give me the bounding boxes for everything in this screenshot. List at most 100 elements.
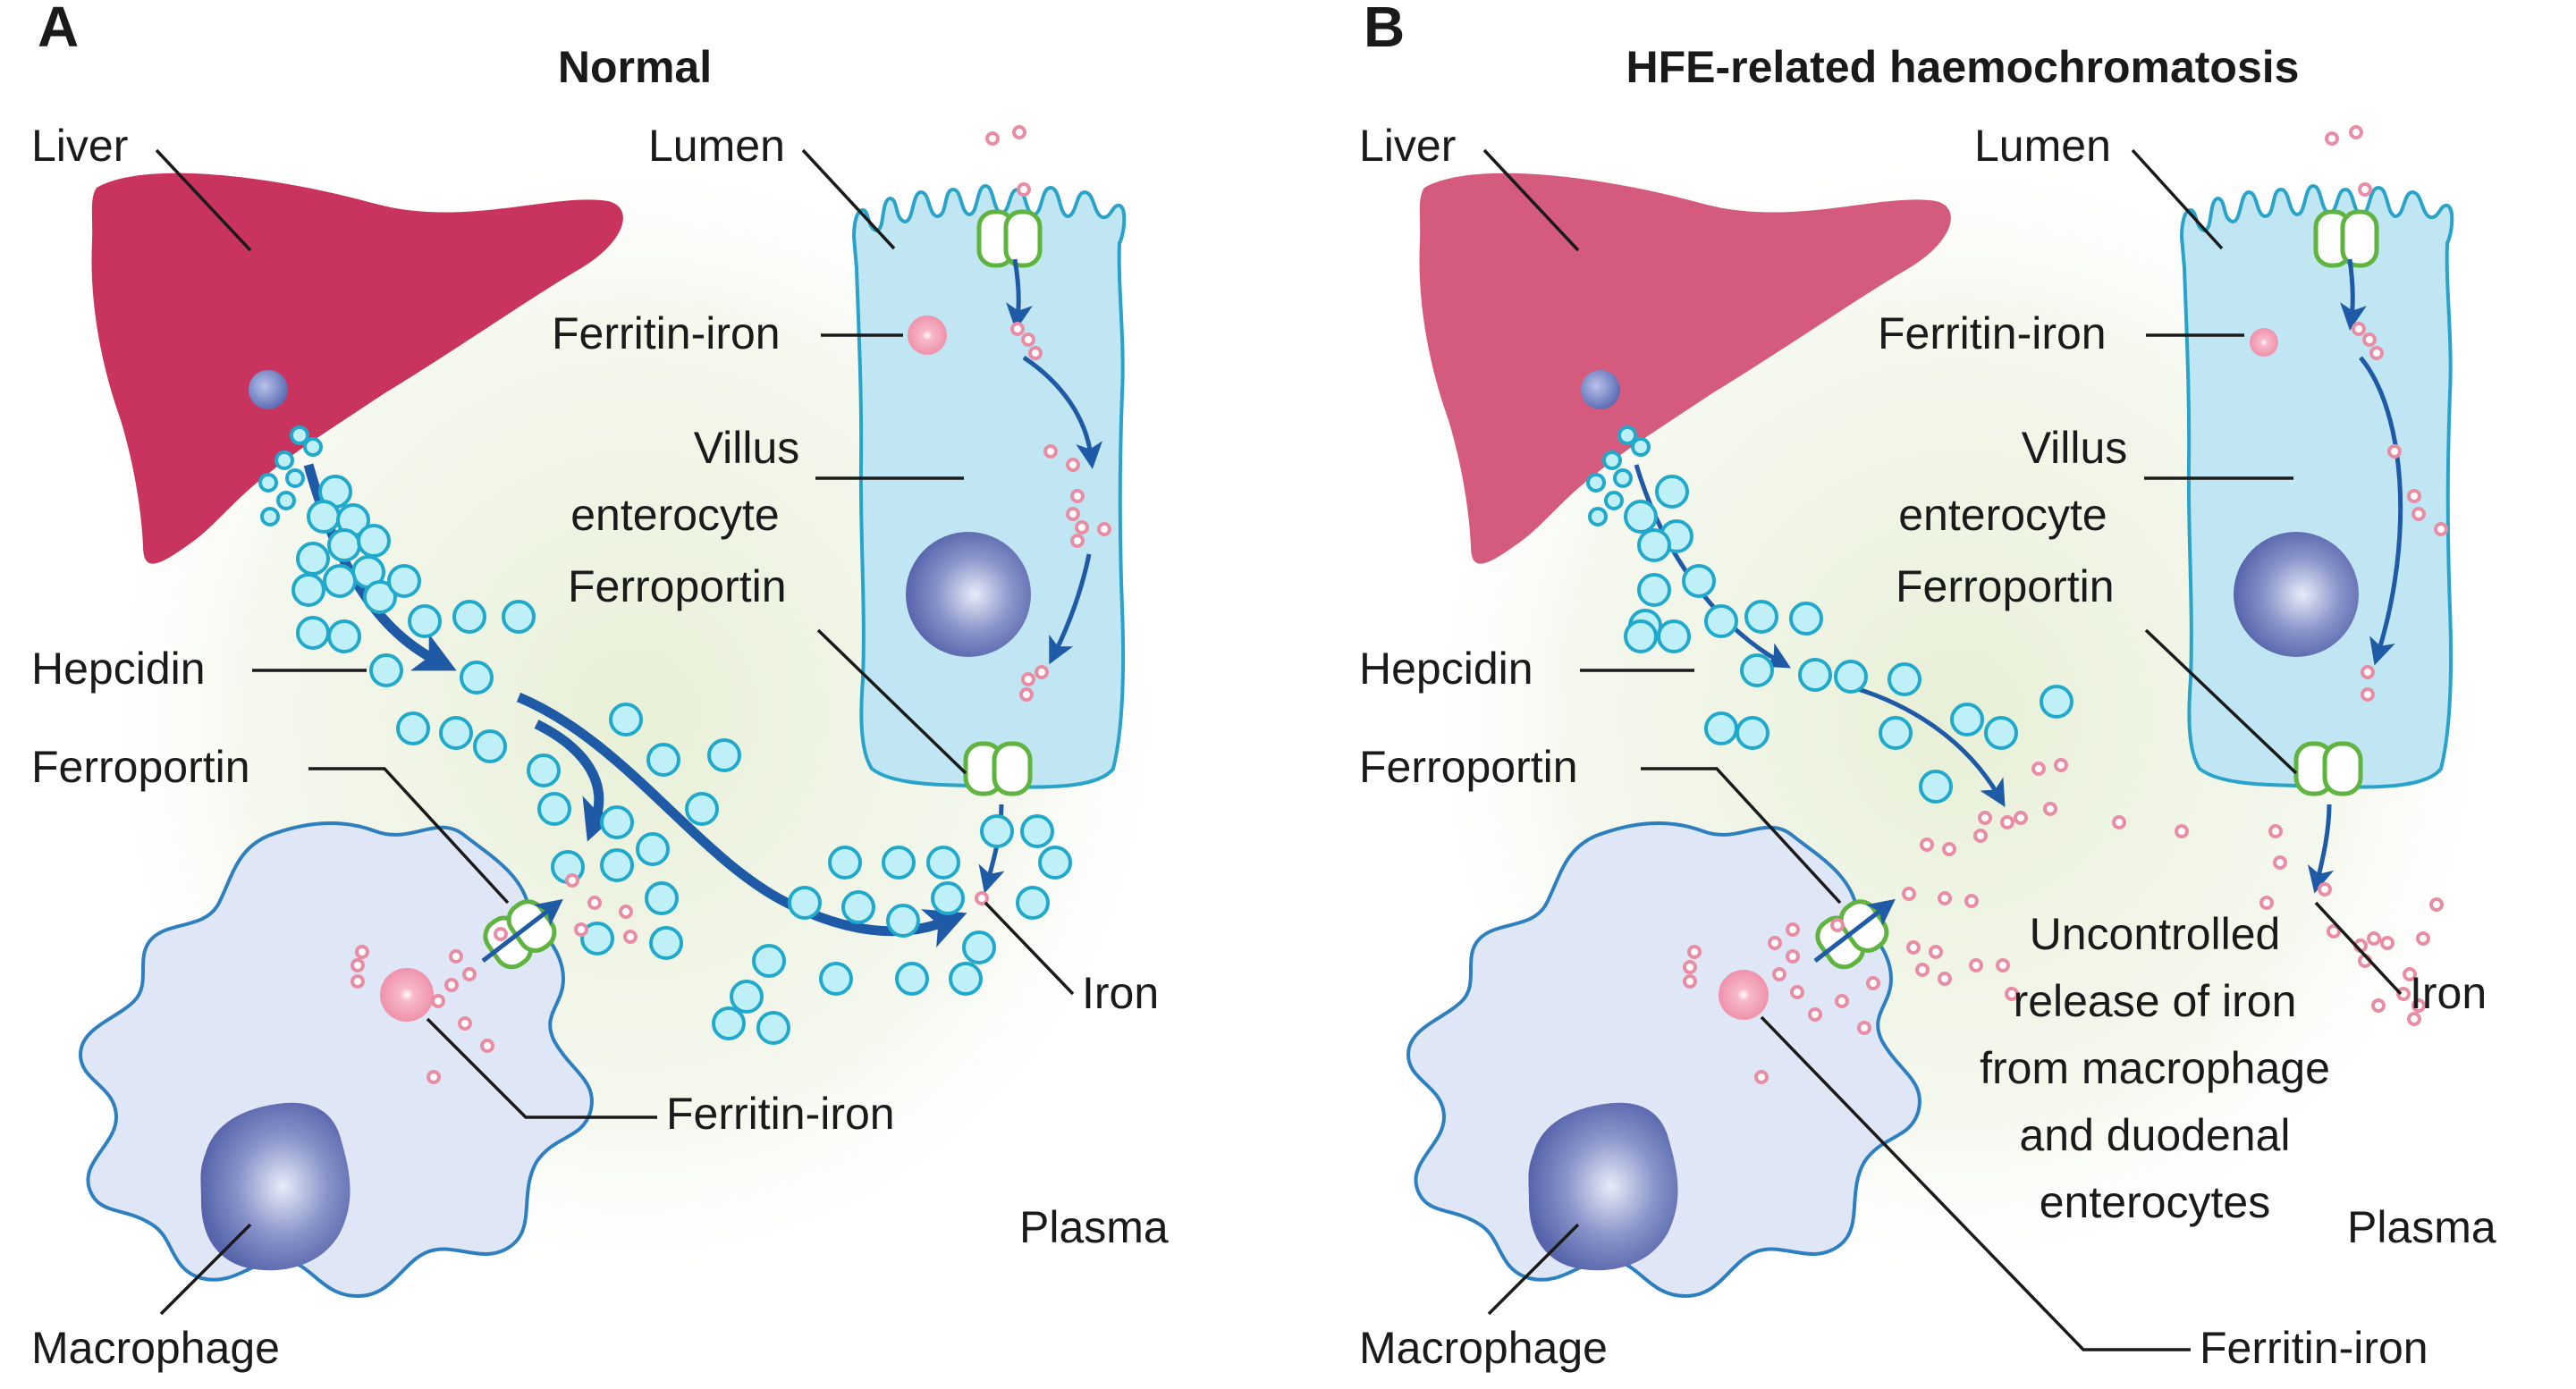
iron-particle [1920, 838, 1934, 852]
ferritin-iron-enterocyte-label: Ferritin-iron [1878, 308, 2107, 358]
panel-b-title: HFE-related haemochromatosis [1626, 42, 2300, 92]
iron-arrow-enterocyte [1049, 553, 1092, 665]
iron-particle [2054, 758, 2068, 772]
caption-line: release of iron [2014, 976, 2297, 1026]
iron-particle [1906, 940, 1921, 955]
iron-particle [2416, 931, 2430, 946]
enterocyte-nucleus [906, 532, 1031, 657]
hepcidin-molecule [1631, 437, 1651, 457]
iron-particle [444, 978, 459, 992]
iron-particle [449, 949, 463, 964]
plasma-label: Plasma [2347, 1202, 2496, 1252]
hepcidin-molecule [962, 930, 996, 964]
iron-particle [1902, 887, 1916, 901]
hepcidin-molecule [841, 890, 875, 924]
hepcidin-molecule [1879, 716, 1913, 750]
hepcidin-molecule [609, 703, 643, 737]
iron-particle [1835, 994, 1849, 1008]
iron-arrow-macrophage-exit [1813, 898, 1896, 963]
hepcidin-label: Hepcidin [1359, 644, 1533, 694]
hepcidin-molecule [886, 904, 920, 938]
iron-particle [2411, 507, 2426, 521]
hepcidin-molecule [1637, 528, 1671, 562]
iron-particle [355, 945, 369, 959]
ferroportin-macrophage-label: Ferroportin [31, 742, 250, 792]
iron-particle [2031, 762, 2046, 776]
hepcidin-molecule [323, 564, 357, 598]
iron-particle [1070, 489, 1085, 503]
iron-arrow-enterocyte [2359, 356, 2403, 666]
ferroportin-enterocyte-label: Ferroportin [1896, 561, 2115, 611]
hepcidin-molecule [296, 616, 330, 650]
hepcidin-molecule [649, 926, 683, 960]
hepcidin-molecule [730, 980, 764, 1014]
iron-particle [1969, 958, 1983, 972]
hepcidin-molecule [828, 846, 862, 880]
iron-particle [2318, 882, 2332, 897]
hepcidin-molecule [303, 437, 323, 457]
panel-b-letter: B [1364, 0, 1405, 59]
iron-particle [1964, 894, 1979, 908]
iron-particle [2403, 967, 2417, 981]
iron-particle [1996, 958, 2010, 972]
hepcidin-molecule [369, 653, 403, 687]
iron-particle [2380, 936, 2394, 950]
hepcidin-molecule [1744, 600, 1778, 634]
hepcidin-molecule [290, 425, 309, 445]
hepcidin-molecule [600, 805, 634, 839]
iron-particle [1938, 891, 1952, 905]
iron-particle [1768, 936, 1782, 950]
hepcidin-molecule [1016, 886, 1050, 920]
hepcidin-molecule [502, 600, 536, 634]
iron-particle [1830, 918, 1845, 932]
iron-particle [1075, 520, 1089, 535]
iron-particle [2327, 924, 2341, 939]
hepcidin-molecule [1604, 491, 1624, 510]
iron-particle [1683, 974, 1697, 989]
hepcidin-molecule [527, 753, 561, 787]
iron-particle [351, 974, 365, 989]
ferroportin-enterocyte [2293, 741, 2363, 796]
hepcidin-molecule [600, 848, 634, 882]
hepatocyte-nucleus [1581, 370, 1620, 409]
iron-particle [1772, 967, 1786, 981]
villus-enterocyte-label: enterocyte [570, 490, 779, 540]
hepcidin-molecule [408, 604, 442, 638]
hepcidin-molecule [260, 507, 280, 526]
hepcidin-molecule [1888, 662, 1921, 696]
iron-particle [2361, 687, 2375, 702]
hepcidin-molecule [258, 473, 278, 492]
iron-particle [1066, 507, 1080, 521]
iron-arrow-macrophage-exit [481, 898, 563, 963]
iron-particle [2434, 522, 2448, 536]
iron-arrow-enterocyte [1006, 258, 1033, 331]
liver [91, 173, 623, 564]
hepcidin-molecule [307, 500, 341, 534]
caption-line: and duodenal [2019, 1110, 2290, 1160]
hepcidin-molecule [274, 450, 294, 470]
hepcidin-arrow-weak [1854, 686, 2006, 807]
iron-particle [2325, 131, 2339, 146]
iron-particle [2407, 1012, 2421, 1026]
iron-particle [2014, 811, 2028, 825]
ferritin-iron-macrophage-label: Ferritin-iron [666, 1089, 895, 1139]
lumen-label: Lumen [648, 121, 785, 171]
iron-arrow-exit [2307, 804, 2335, 894]
hepcidin-molecule [685, 792, 719, 826]
iron-particle [1021, 672, 1035, 686]
iron-particle [2175, 824, 2189, 838]
iron-particle [1097, 522, 1111, 536]
iron-particle [458, 1016, 472, 1031]
hepcidin-molecule [1655, 475, 1689, 509]
iron-arrow-enterocyte [1022, 355, 1103, 469]
iron-particle [1687, 945, 1702, 959]
iron-particle [1790, 985, 1804, 999]
villus-enterocyte [851, 183, 1127, 789]
ferritin-iron-macrophage [1719, 970, 1769, 1020]
hepcidin-molecule [291, 573, 325, 607]
plasma-label: Plasma [1019, 1202, 1169, 1252]
iron-particle [494, 927, 508, 941]
iron-particle [2367, 931, 2381, 946]
hepcidin-molecule [1617, 425, 1637, 445]
hepcidin-molecule [1038, 846, 1072, 880]
